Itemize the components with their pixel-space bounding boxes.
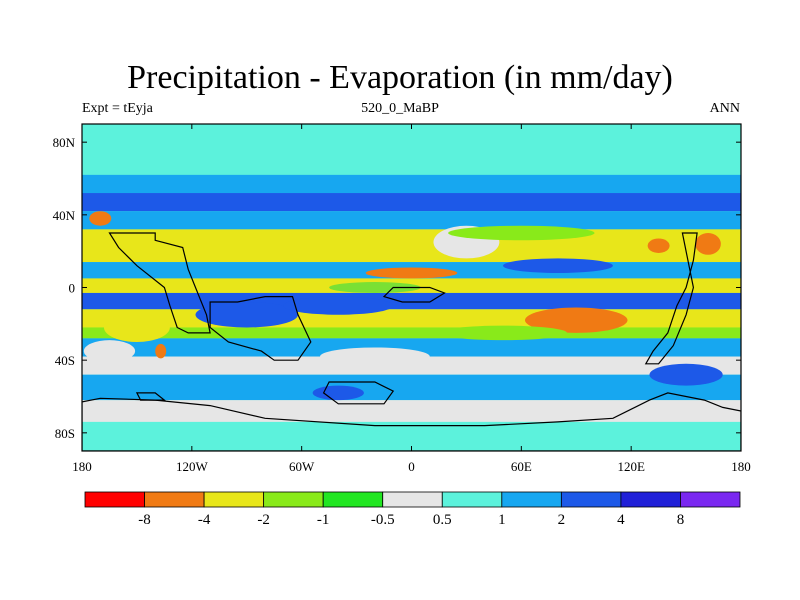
colorbar-label: 2 — [558, 512, 566, 528]
field-patch — [195, 302, 299, 328]
colorbar-swatch — [560, 491, 622, 508]
colorbar-swatch — [263, 491, 324, 508]
colorbar-label: 1 — [498, 512, 506, 528]
field-band — [82, 211, 741, 230]
field-band — [82, 338, 741, 357]
colorbar-label: -8 — [138, 512, 151, 528]
field-band — [82, 356, 741, 375]
field-band — [82, 374, 741, 401]
field-patch — [448, 225, 595, 241]
colorbar: -8 -4 -2 -1 -0.5 0.5 1 2 4 8 — [84, 491, 741, 528]
colorbar-swatch — [84, 491, 145, 508]
field-patch — [283, 296, 394, 315]
colorbar-label: -1 — [317, 512, 330, 528]
coastline-layer — [82, 232, 741, 451]
field-band — [82, 229, 741, 263]
colorbar-label: -0.5 — [371, 512, 395, 528]
y-tick-label: 80N — [53, 135, 76, 150]
coastline — [108, 232, 211, 334]
colorbar-label: 0.5 — [433, 512, 452, 528]
coastline — [135, 392, 167, 401]
field-band — [82, 193, 741, 212]
field-patch — [83, 340, 136, 362]
colorbar-swatch — [322, 491, 384, 508]
colorbar-label: 4 — [617, 512, 625, 528]
coastline — [644, 232, 698, 365]
field-band — [82, 327, 741, 339]
field-patch — [365, 267, 458, 279]
experiment-label: Expt = tEyja — [82, 101, 153, 116]
y-tick-label: 80S — [55, 426, 75, 441]
field-patch — [524, 307, 628, 333]
colorbar-label: 8 — [677, 512, 685, 528]
coastline — [82, 392, 741, 451]
coastline — [322, 381, 395, 405]
field-patch — [319, 347, 430, 366]
field-band — [82, 124, 741, 175]
field-patch — [695, 233, 721, 255]
field-patch — [503, 258, 613, 273]
y-tick-label: 0 — [69, 281, 76, 296]
field-band — [82, 292, 741, 310]
x-tick-label: 60W — [289, 459, 315, 474]
field-patch — [89, 211, 112, 226]
coastline — [209, 296, 312, 361]
x-tick-label: 180 — [72, 459, 92, 474]
y-tick-label: 40N — [53, 208, 76, 223]
colorbar-swatch — [441, 491, 503, 508]
map-axes: 180 120W 60W 0 60E 120E 180 80N 40N 0 40S 80S — [53, 124, 751, 474]
x-tick-label: 180 — [731, 459, 751, 474]
colorbar-swatch — [680, 491, 741, 508]
x-tick-label: 0 — [408, 459, 415, 474]
field-patch — [312, 385, 364, 401]
colorbar-swatch — [382, 491, 443, 508]
field-band — [82, 309, 741, 328]
field-patch — [155, 343, 167, 359]
field-patch — [649, 363, 723, 386]
field-band — [82, 174, 741, 194]
colorbar-label: -2 — [257, 512, 270, 528]
season-label: ANN — [709, 101, 740, 116]
field-patch — [438, 325, 568, 341]
colorbar-swatch — [501, 491, 562, 508]
colorbar-swatch — [144, 491, 205, 508]
coastline — [382, 286, 446, 303]
x-tick-label: 120W — [176, 459, 209, 474]
period-label: 520_0_MaBP — [361, 101, 439, 116]
colorbar-swatch — [620, 491, 681, 508]
plot-title: Precipitation - Evaporation (in mm/day) — [127, 59, 673, 96]
colorbar-label: -4 — [198, 512, 211, 528]
x-tick-label: 120E — [617, 459, 645, 474]
field-patch — [647, 238, 670, 253]
field-band — [82, 400, 741, 422]
y-tick-label: 40S — [55, 353, 75, 368]
x-tick-label: 60E — [511, 459, 532, 474]
field-patch — [329, 282, 421, 293]
field-patch — [103, 312, 170, 342]
colorbar-swatch — [203, 491, 265, 508]
